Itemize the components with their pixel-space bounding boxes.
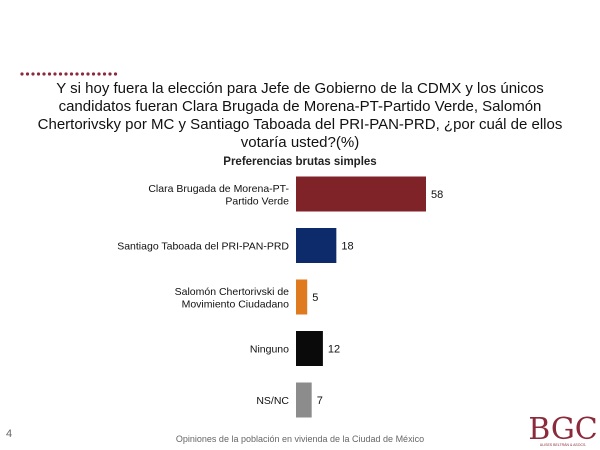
category-label: Salomón Chertorivski de Movimiento Ciudad… bbox=[175, 286, 290, 311]
footer-text: Opiniones de la población en vivienda de… bbox=[175, 434, 425, 444]
page-number: 4 bbox=[6, 428, 13, 440]
bar bbox=[296, 382, 312, 418]
category-label: Clara Brugada de Morena-PT-Partido Verde bbox=[148, 183, 289, 208]
logo-text: BGC bbox=[530, 412, 596, 447]
bar bbox=[296, 279, 308, 315]
bar bbox=[296, 331, 323, 366]
bar-value-label: 5 bbox=[312, 292, 318, 304]
decorative-dots bbox=[20, 72, 118, 76]
bar-value-label: 58 bbox=[431, 189, 443, 201]
bar-value-label: 18 bbox=[341, 241, 353, 253]
bar bbox=[296, 176, 426, 212]
category-label: NS/NC bbox=[256, 395, 289, 407]
chart-title: Preferencias brutas simples bbox=[223, 156, 377, 168]
bar-chart: 58 Clara Brugada de Morena-PT-Partido Ver… bbox=[117, 176, 443, 418]
category-label: Santiago Taboada del PRI-PAN-PRD bbox=[117, 241, 289, 253]
question-text: Y si hoy fuera la elección para Jefe de … bbox=[37, 80, 563, 151]
category-label: Ninguno bbox=[250, 344, 289, 356]
bgc-logo: BGC ULISES BELTRÁN & ASOCS. bbox=[530, 412, 596, 447]
bar-value-label: 7 bbox=[317, 395, 323, 407]
bar bbox=[296, 228, 337, 263]
bar-value-label: 12 bbox=[328, 344, 340, 356]
logo-subtitle: ULISES BELTRÁN & ASOCS. bbox=[540, 443, 587, 447]
